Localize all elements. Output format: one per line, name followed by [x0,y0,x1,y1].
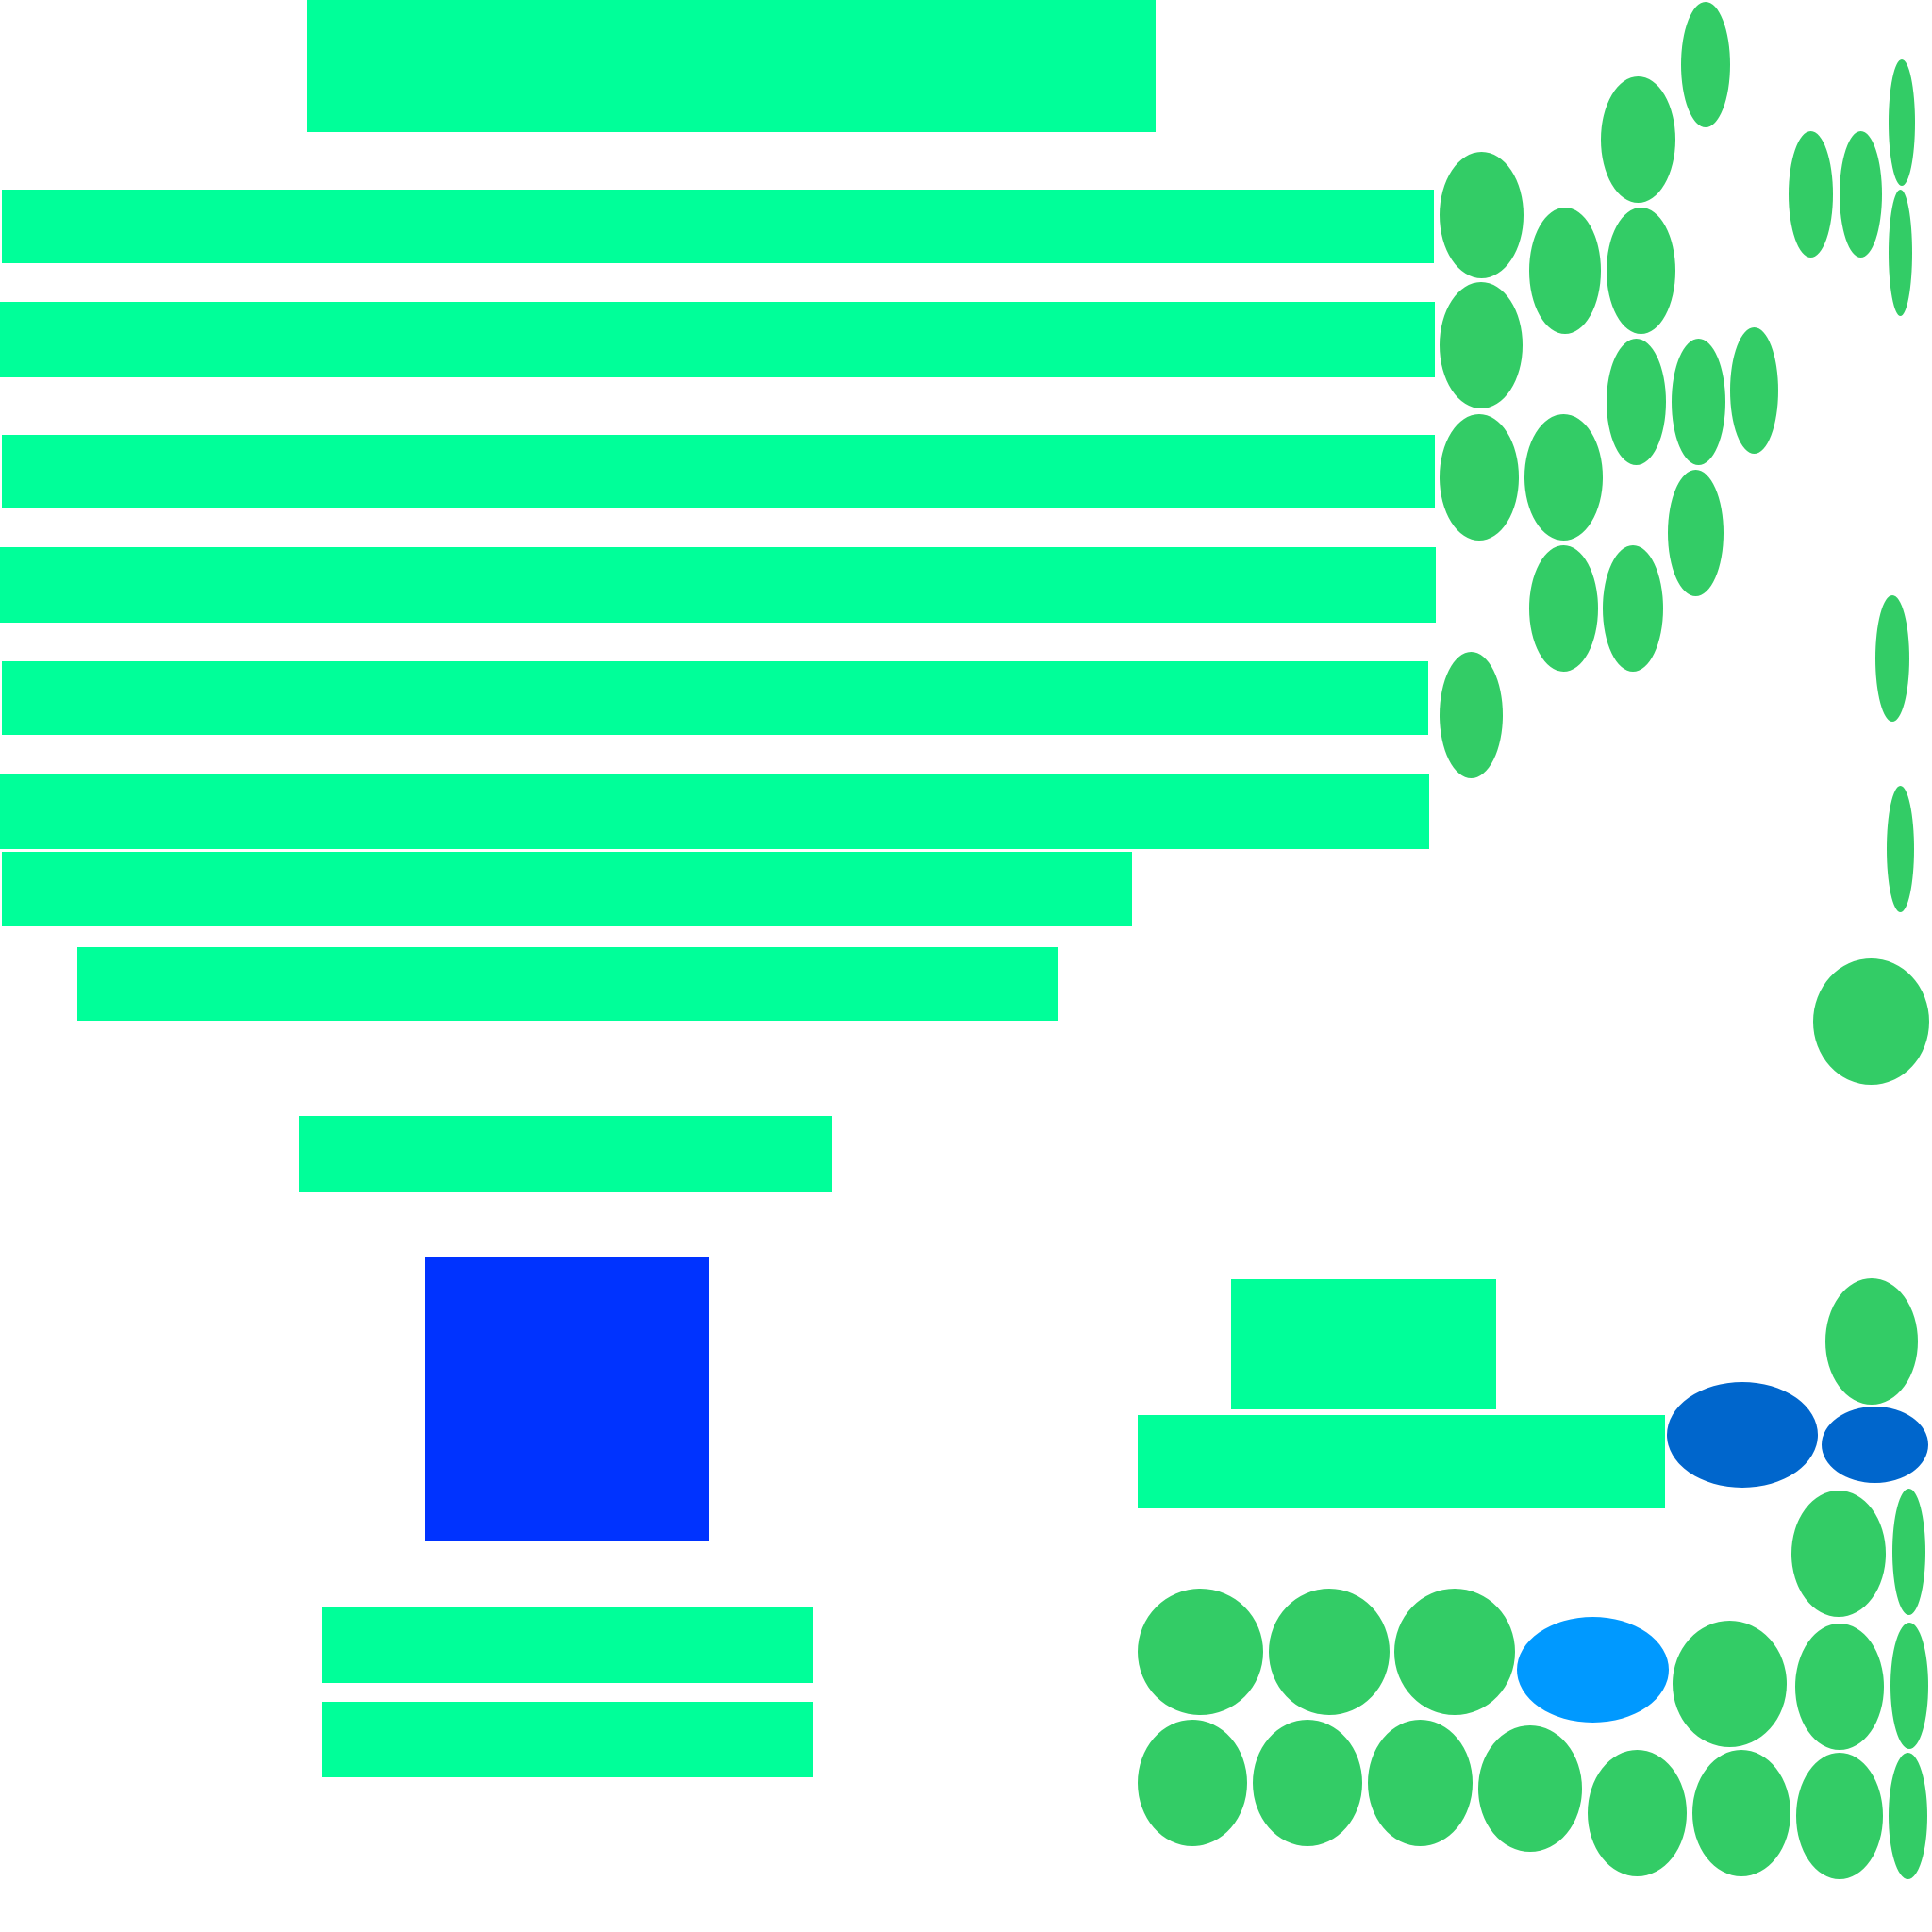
row-block-3 [2,435,1435,508]
dot [1668,470,1724,596]
dot [1889,59,1915,186]
dot [1892,1489,1925,1615]
dot [1889,190,1912,316]
row-block-5 [2,661,1428,735]
dot [1791,1491,1886,1617]
right-block-top [1231,1279,1496,1409]
dot [1890,1623,1928,1749]
row-block-1 [2,190,1434,263]
row-block-6 [0,774,1429,849]
dot [1672,339,1725,465]
dot [1875,595,1909,722]
dot [1813,958,1929,1085]
dot [1887,786,1914,912]
dot [1269,1589,1390,1715]
dot [1529,208,1601,334]
dot [1588,1750,1687,1876]
dot-dark-blue [1822,1407,1928,1483]
dot-dark-blue [1667,1382,1818,1488]
dot [1795,1624,1884,1750]
dot [1840,131,1882,258]
dot [1440,282,1523,408]
row-block-7 [2,852,1132,926]
dot [1730,327,1778,454]
dot [1789,131,1833,258]
footer-block-1 [322,1607,813,1683]
dot [1601,76,1675,203]
row-block-2 [0,302,1435,377]
dot [1692,1750,1790,1876]
dot [1825,1278,1918,1405]
header-block [307,0,1156,132]
dot [1673,1621,1787,1747]
dot [1529,545,1598,672]
dot [1524,414,1603,541]
blue-square [425,1257,709,1541]
dot [1796,1753,1883,1879]
dot [1681,2,1730,127]
dot [1607,339,1666,465]
dot [1440,152,1524,278]
dot [1394,1589,1515,1715]
dot [1138,1589,1263,1715]
dot [1603,545,1663,672]
dot [1440,652,1503,778]
mid-block [299,1116,832,1192]
dot [1253,1720,1362,1846]
dot [1889,1753,1927,1879]
dot [1440,414,1519,541]
right-block-wide [1138,1415,1665,1508]
row-block-8 [77,947,1058,1021]
row-block-4 [0,547,1436,623]
dot-light-blue [1517,1617,1669,1723]
footer-block-2 [322,1702,813,1777]
dot [1478,1725,1582,1852]
dot [1368,1720,1473,1846]
dot [1138,1720,1247,1846]
dot [1607,208,1675,334]
